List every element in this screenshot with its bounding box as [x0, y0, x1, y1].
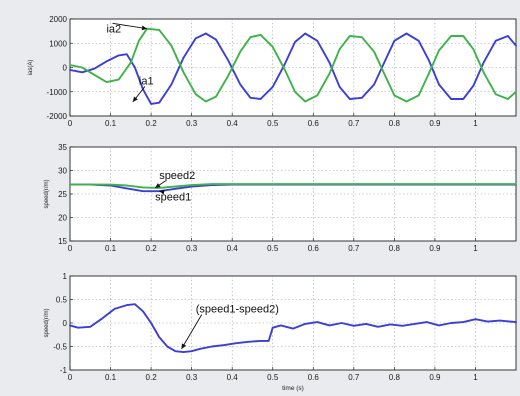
annotation-label: ia2 — [106, 23, 121, 35]
x-tick-label: 0.6 — [308, 373, 320, 382]
y-tick-label: 30 — [58, 167, 67, 176]
x-tick-label: 0 — [68, 373, 73, 382]
x-tick-label: 0.2 — [146, 119, 158, 128]
series-line-ia2 — [69, 27, 517, 103]
y-tick-label: -2000 — [47, 112, 68, 121]
x-tick-label: 0.9 — [429, 373, 441, 382]
x-tick-label: 0.7 — [348, 119, 360, 128]
annotation-arrowhead — [155, 183, 161, 188]
x-tick-label: 0.5 — [267, 244, 279, 253]
y-tick-label: 0 — [63, 64, 68, 73]
y-tick-label: 20 — [58, 214, 67, 223]
x-tick-label: 0.4 — [227, 119, 239, 128]
y-axis-label: speed(r/m) — [44, 179, 50, 208]
y-tick-label: 25 — [58, 190, 67, 199]
x-tick-label: 0 — [68, 119, 73, 128]
x-tick-label: 0.6 — [308, 119, 320, 128]
x-tick-label: 0.8 — [389, 373, 401, 382]
x-tick-label: 0.3 — [186, 373, 198, 382]
annotation-arrowhead — [159, 189, 165, 195]
x-tick-label: 0.8 — [389, 119, 401, 128]
x-tick-label: 0.1 — [105, 119, 117, 128]
annotation-arrowhead — [132, 96, 138, 102]
y-tick-label: -1 — [60, 366, 68, 375]
annotation-arrow — [112, 22, 148, 30]
x-tick-label: 0.4 — [227, 373, 239, 382]
annotation-label: speed1 — [155, 192, 191, 204]
series-line-ia1 — [69, 32, 517, 105]
x-axis-label: time (s) — [282, 385, 304, 392]
y-tick-label: 2000 — [49, 15, 67, 24]
x-tick-label: 0.7 — [348, 373, 360, 382]
x-tick-label: 0.5 — [267, 373, 279, 382]
x-tick-label: 0.9 — [429, 119, 441, 128]
y-axis-label: ias(A) — [28, 60, 34, 76]
y-tick-label: -1000 — [47, 88, 68, 97]
x-tick-label: 0.1 — [105, 373, 117, 382]
y-tick-label: 0 — [63, 319, 68, 328]
x-tick-label: 0.4 — [227, 244, 239, 253]
series-line-speed1-speed2 — [69, 303, 517, 354]
y-tick-label: -0.5 — [53, 343, 67, 352]
annotation-label: (speed1-speed2) — [196, 304, 279, 316]
x-tick-label: 1 — [473, 119, 478, 128]
y-tick-label: 1 — [63, 272, 68, 281]
y-tick-label: 1000 — [49, 39, 67, 48]
x-tick-label: 0.5 — [267, 119, 279, 128]
x-tick-label: 1 — [473, 373, 478, 382]
x-tick-label: 0.6 — [308, 244, 320, 253]
annotation-label: ia1 — [139, 75, 154, 87]
series-line-speed2 — [69, 183, 517, 189]
x-tick-label: 0.3 — [186, 119, 198, 128]
x-tick-label: 0.2 — [146, 244, 158, 253]
annotation-arrowhead — [141, 25, 148, 31]
y-tick-label: 0.5 — [56, 296, 68, 305]
y-tick-label: 35 — [58, 143, 67, 152]
annotation-label: speed2 — [159, 170, 195, 182]
x-tick-label: 0.9 — [429, 244, 441, 253]
x-tick-label: 0 — [68, 244, 73, 253]
y-axis-label: speed(r/m) — [44, 308, 50, 337]
x-tick-label: 0.1 — [105, 244, 117, 253]
x-tick-label: 0.7 — [348, 244, 360, 253]
x-tick-label: 0.8 — [389, 244, 401, 253]
x-tick-label: 0.3 — [186, 244, 198, 253]
x-tick-label: 1 — [473, 244, 478, 253]
annotation-arrow — [181, 314, 203, 350]
x-tick-label: 0.2 — [146, 373, 158, 382]
y-tick-label: 15 — [58, 237, 67, 246]
annotation-arrowhead — [181, 343, 187, 349]
